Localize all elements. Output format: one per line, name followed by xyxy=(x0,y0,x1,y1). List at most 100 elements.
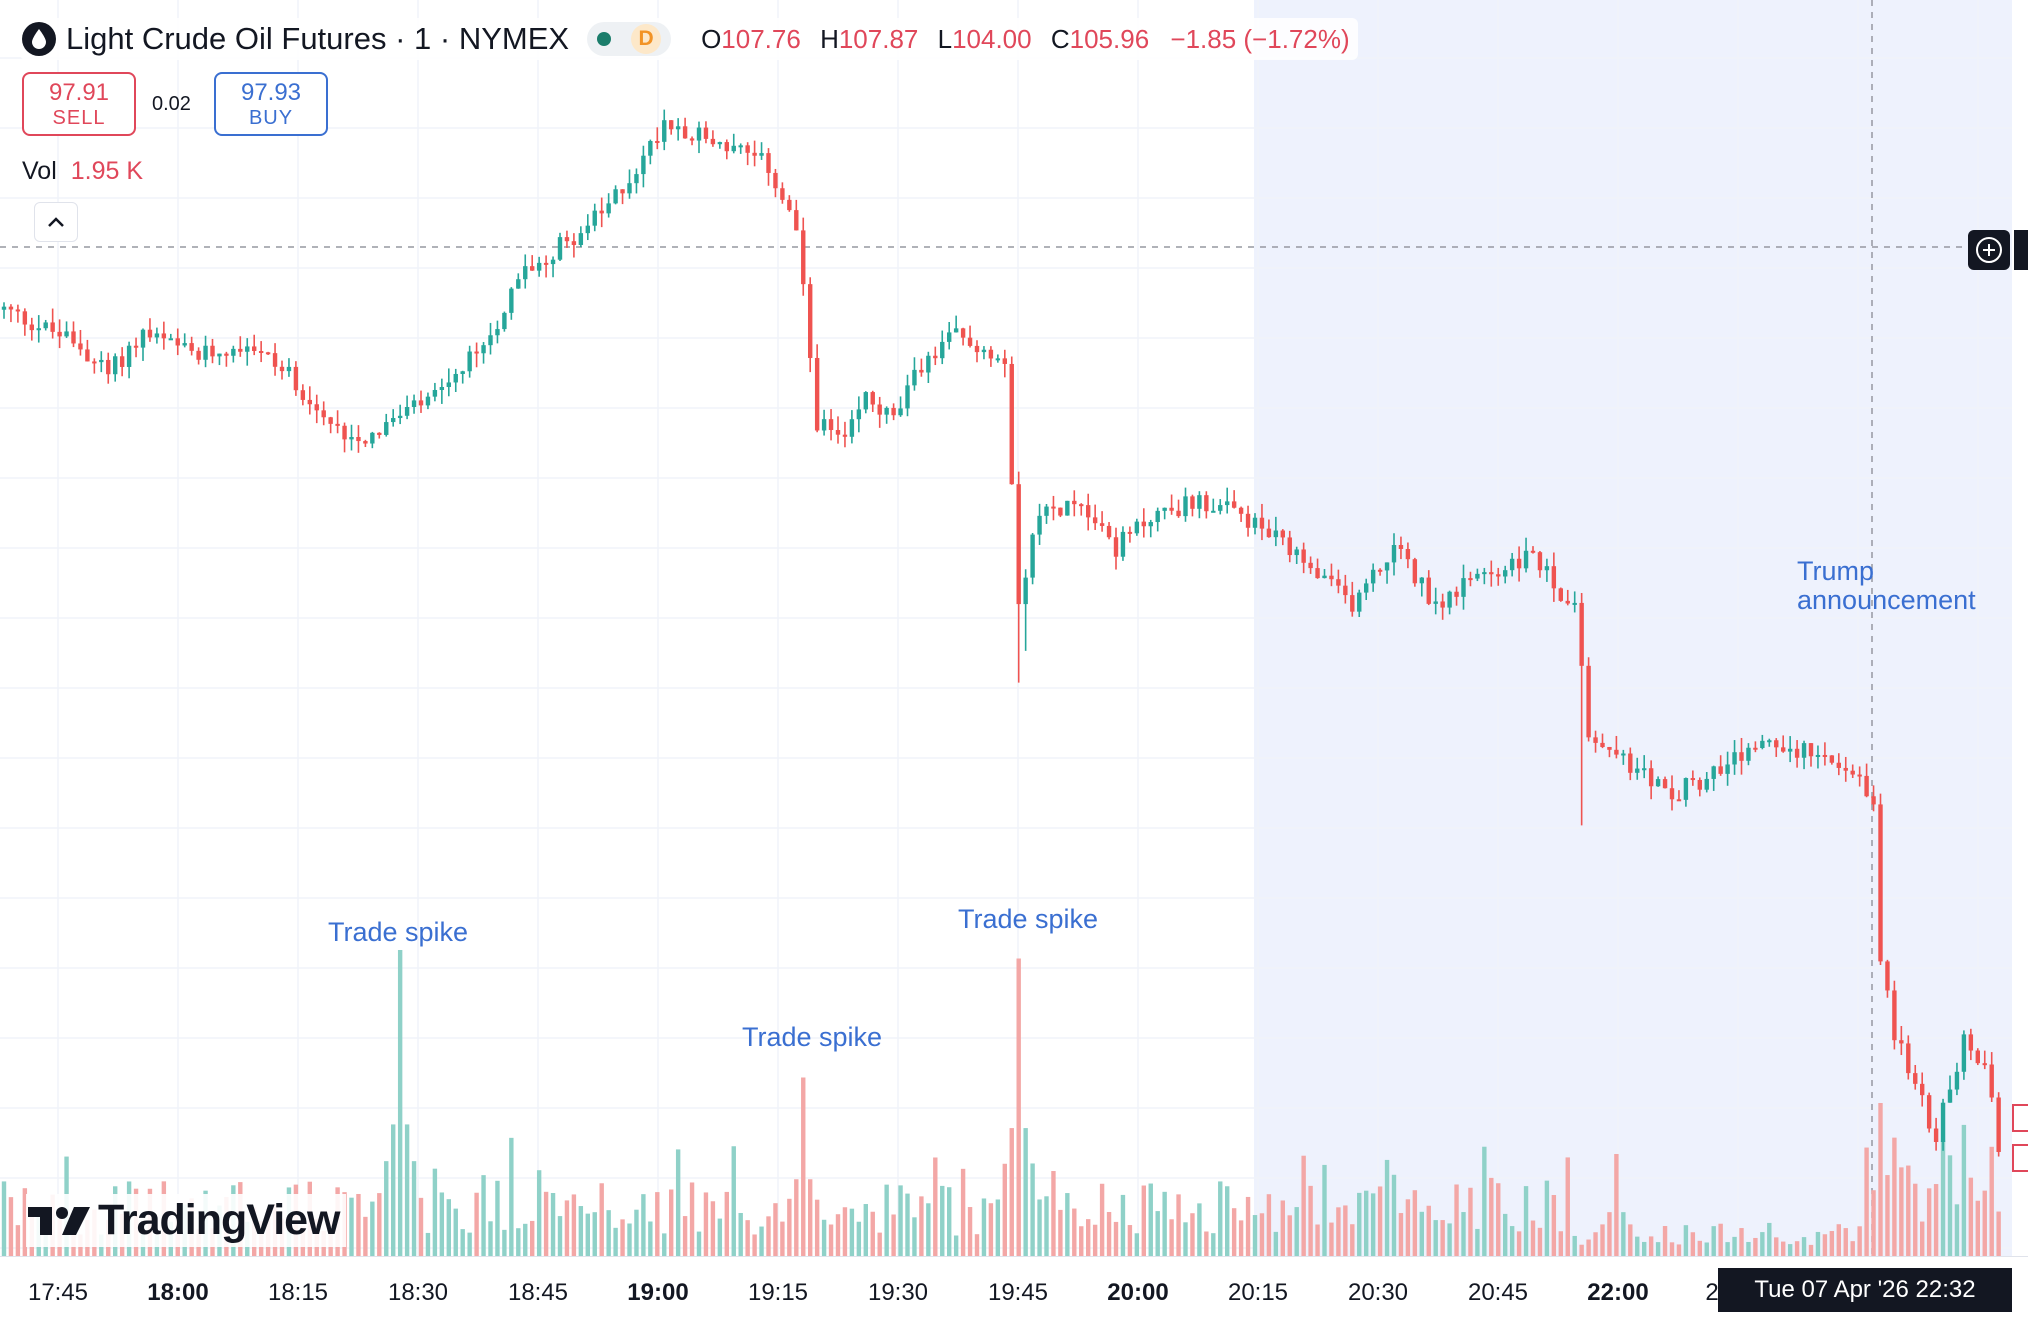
volume-bar xyxy=(1468,1187,1473,1256)
candle-body xyxy=(446,382,451,388)
candle-body xyxy=(397,415,403,419)
volume-bar xyxy=(1725,1242,1730,1256)
volume-bar xyxy=(1245,1196,1251,1256)
candle-body xyxy=(516,279,521,289)
volume-bar xyxy=(1739,1228,1744,1256)
volume-bar xyxy=(1899,1167,1904,1256)
candle-body xyxy=(356,437,361,442)
candle-body xyxy=(1231,501,1237,508)
volume-bar xyxy=(1211,1233,1216,1256)
candle-body xyxy=(905,385,910,409)
volume-bar xyxy=(1878,1103,1883,1256)
candle-body xyxy=(1648,768,1654,787)
candle-body xyxy=(523,266,528,280)
candle-body xyxy=(1009,363,1014,485)
volume-bar xyxy=(1767,1222,1772,1256)
candle-body xyxy=(1593,737,1598,743)
candle-body xyxy=(1718,766,1723,774)
volume-bar xyxy=(363,1216,368,1256)
volume-bar xyxy=(759,1226,764,1256)
volume-bar xyxy=(1815,1231,1821,1256)
candle-body xyxy=(675,126,681,130)
candle-body xyxy=(92,361,97,364)
buy-button[interactable]: 97.93 BUY xyxy=(214,72,328,136)
candle-body xyxy=(175,338,180,346)
candle-body xyxy=(425,396,431,406)
volume-bar xyxy=(1204,1231,1209,1256)
candle-body xyxy=(1975,1050,1980,1064)
candle-body xyxy=(1086,505,1091,518)
candle-body xyxy=(154,333,160,338)
time-axis[interactable]: 17:45 18:00 18:15 18:30 18:45 19:00 19:15 19:30… xyxy=(0,1256,2028,1323)
price-marker xyxy=(2012,1104,2028,1132)
candle-body xyxy=(265,352,271,355)
volume-bar xyxy=(22,1188,28,1256)
symbol-title[interactable]: Light Crude Oil Futures · 1 · NYMEX xyxy=(66,21,570,56)
candle-body xyxy=(1023,577,1028,605)
volume-bar xyxy=(1711,1226,1716,1256)
candle-body xyxy=(1391,544,1397,563)
candle-body xyxy=(1370,569,1376,584)
candle-body xyxy=(1,306,7,310)
volume-bar xyxy=(530,1220,535,1256)
spread-value: 0.02 xyxy=(152,93,191,115)
candle-body xyxy=(1662,779,1668,789)
volume-bar xyxy=(974,1234,980,1256)
volume-bar xyxy=(564,1200,570,1256)
annotation-trade-spike-3[interactable]: Trade spike xyxy=(958,904,1099,934)
tradingview-logo[interactable]: TradingView xyxy=(26,1194,346,1247)
annotation-trade-spike-2[interactable]: Trade spike xyxy=(742,1022,883,1052)
volume-bar xyxy=(1044,1196,1049,1256)
volume-bar xyxy=(1975,1200,1980,1256)
annotation-trade-spike-1[interactable]: Trade spike xyxy=(328,917,469,947)
candle-body xyxy=(1579,602,1584,666)
volume-bar xyxy=(898,1185,903,1256)
candle-body xyxy=(474,351,479,354)
candle-body xyxy=(1794,748,1800,758)
candle-body xyxy=(1489,572,1494,575)
sell-button[interactable]: 97.91 SELL xyxy=(22,72,136,136)
volume-bar xyxy=(1892,1137,1897,1256)
candle-body xyxy=(377,432,382,435)
candle-body xyxy=(884,407,889,415)
close-value: 105.96 xyxy=(1069,23,1150,54)
volume-bar xyxy=(1350,1224,1355,1256)
volume-bar xyxy=(1628,1224,1633,1256)
candle-body xyxy=(224,353,229,356)
volume-bar xyxy=(1190,1213,1195,1256)
volume-bar xyxy=(1141,1185,1146,1256)
market-status-pill[interactable]: D xyxy=(587,22,672,56)
candle-body xyxy=(1496,574,1501,577)
candle-body xyxy=(1287,537,1292,556)
volume-bar xyxy=(780,1221,785,1256)
volume-bar xyxy=(1614,1154,1619,1256)
annotation-trump-announcement[interactable]: Trump announcement xyxy=(1797,556,1976,615)
volume-bar xyxy=(988,1203,994,1256)
add-price-level-button[interactable] xyxy=(1968,230,2010,270)
candle-body xyxy=(1690,778,1696,781)
volume-bar xyxy=(481,1175,486,1256)
volume-bar xyxy=(356,1193,361,1256)
volume-bar xyxy=(467,1232,472,1256)
volume-bar xyxy=(1426,1205,1431,1256)
candle-body xyxy=(828,419,834,431)
candle-body xyxy=(1141,521,1146,527)
volume-bar xyxy=(578,1206,584,1256)
candle-body xyxy=(1238,507,1244,514)
volume-bar xyxy=(960,1168,966,1256)
candle-body xyxy=(1697,779,1702,790)
volume-legend[interactable]: Vol 1.95 K xyxy=(22,157,143,186)
candle-body xyxy=(759,153,764,156)
volume-bar xyxy=(384,1161,389,1256)
collapse-legend-button[interactable] xyxy=(34,202,78,242)
close-label: C xyxy=(1050,23,1070,54)
volume-bar xyxy=(1287,1215,1292,1256)
symbol-header[interactable]: Light Crude Oil Futures · 1 · NYMEX D O1… xyxy=(20,18,1358,60)
volume-bar xyxy=(592,1212,597,1256)
volume-bar xyxy=(411,1161,417,1256)
candle-body xyxy=(1454,591,1459,597)
volume-bar xyxy=(1774,1237,1779,1256)
candle-body xyxy=(1892,990,1897,1041)
candle-body xyxy=(1878,804,1883,962)
